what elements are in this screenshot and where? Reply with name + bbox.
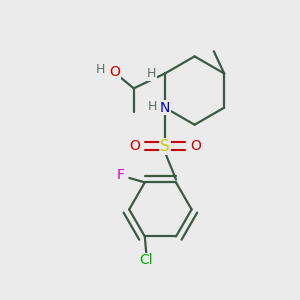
Text: H: H xyxy=(148,100,157,113)
Text: H: H xyxy=(147,67,156,80)
Text: H: H xyxy=(95,62,105,76)
Text: F: F xyxy=(116,168,124,182)
Text: O: O xyxy=(109,65,120,79)
Text: N: N xyxy=(160,100,170,115)
Text: S: S xyxy=(160,139,170,154)
Text: O: O xyxy=(129,139,140,153)
Text: O: O xyxy=(190,139,201,153)
Text: Cl: Cl xyxy=(140,253,153,267)
